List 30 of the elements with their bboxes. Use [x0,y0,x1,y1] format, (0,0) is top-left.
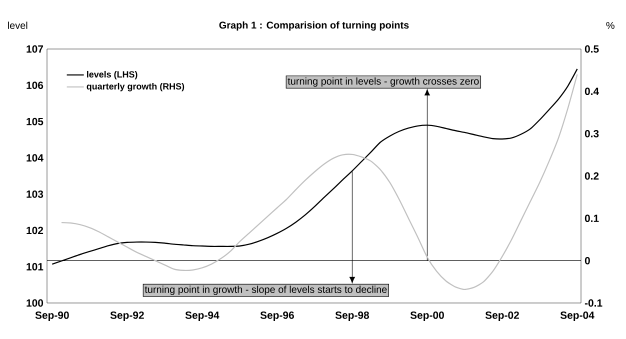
y2-tick-label: 0.3 [584,130,599,138]
y2-axis-title: % [606,22,614,29]
y-tick-label: 101 [26,263,44,270]
y-tick-label: 103 [26,190,44,198]
y-tick-label: 107 [26,45,44,53]
x-tick-label: Sep-92 [110,312,144,321]
chart-title: Graph 1 : Comparision of turning points [219,21,409,31]
y2-tick-label: 0 [584,256,590,264]
y-tick-label: 102 [26,226,44,234]
y-tick-label: 104 [26,154,44,162]
x-tick-label: Sep-98 [335,312,370,321]
annotation: turning point in growth - slope of levels starts to decline [144,286,387,295]
x-tick-label: Sep-94 [185,312,220,321]
annotation: turning point in levels - growth crosses zero [288,77,479,87]
x-tick-label: Sep-00 [410,312,444,321]
x-tick-label: Sep-96 [260,312,294,321]
x-tick-label: Sep-02 [485,312,519,321]
y2-tick-label: 0.2 [584,172,599,180]
legend-label: levels (LHS) [87,70,138,80]
y2-tick-label: 0.1 [584,214,599,222]
y-tick-label: 100 [26,299,44,307]
y2-tick-label: 0.5 [584,45,599,53]
legend-label: quarterly growth (RHS) [86,82,184,92]
y2-tick-label: -0.1 [584,299,602,307]
x-tick-label: Sep-04 [560,312,594,321]
y2-tick-label: 0.4 [584,88,599,96]
x-tick-label: Sep-90 [35,312,69,321]
y-tick-label: 105 [26,118,44,126]
y-tick-label: 106 [26,82,44,89]
y-axis-title: level [8,22,28,29]
